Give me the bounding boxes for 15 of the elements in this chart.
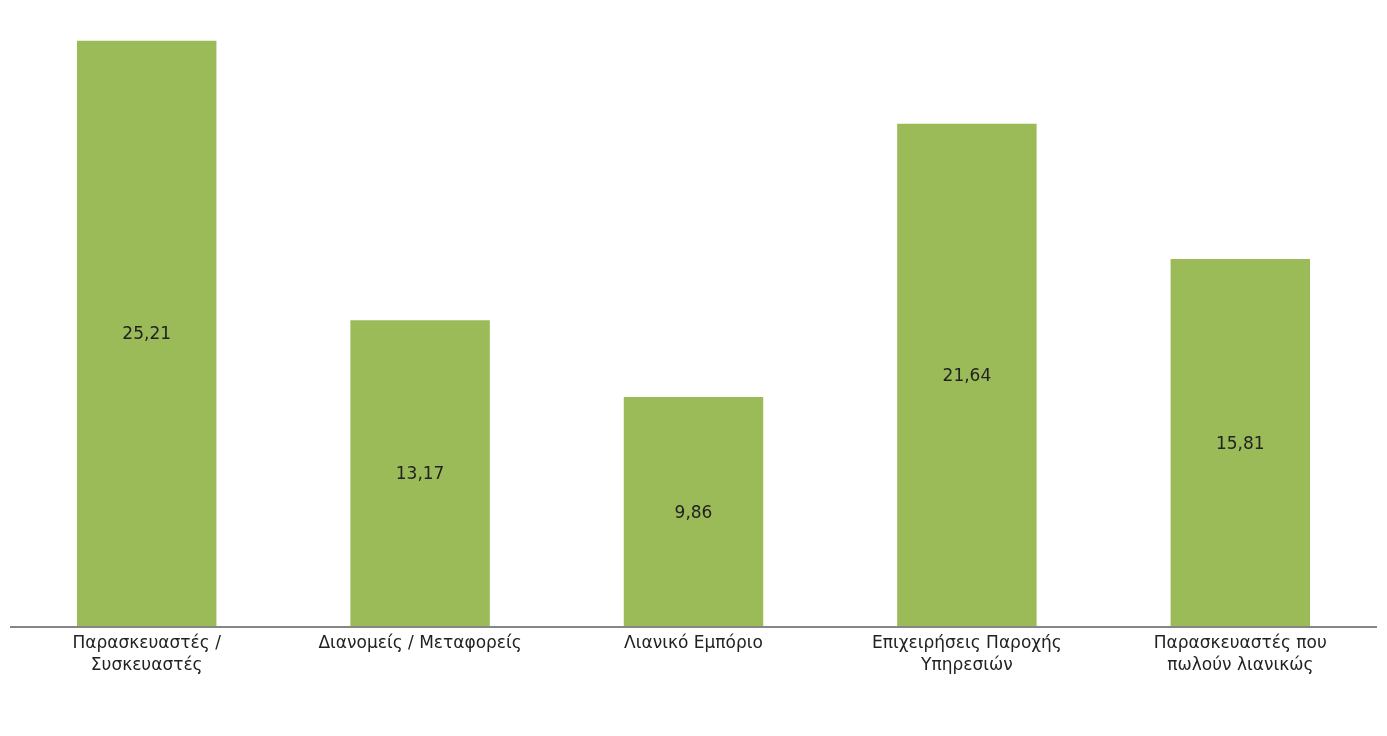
x-tick-label: Παρασκευαστές που πωλούν λιανικώς bbox=[1153, 632, 1327, 675]
x-tick-label: Λιανικό Εμπόριο bbox=[624, 632, 763, 653]
bar bbox=[350, 320, 490, 626]
data-label: 25,21 bbox=[122, 323, 172, 344]
data-label: 9,86 bbox=[674, 501, 713, 522]
bar bbox=[1170, 259, 1311, 626]
data-label: 15,81 bbox=[1215, 432, 1265, 453]
bar bbox=[76, 40, 217, 626]
data-label: 21,64 bbox=[942, 364, 992, 385]
bar bbox=[623, 397, 764, 626]
x-tick-label: Επιχειρήσεις Παροχής Υπηρεσιών bbox=[871, 632, 1062, 675]
x-tick-label: Διανομείς / Μεταφορείς bbox=[318, 632, 522, 653]
bar bbox=[897, 123, 1037, 626]
data-label: 13,17 bbox=[395, 463, 445, 484]
x-tick-label: Παρασκευαστές / Συσκευαστές bbox=[72, 632, 222, 675]
